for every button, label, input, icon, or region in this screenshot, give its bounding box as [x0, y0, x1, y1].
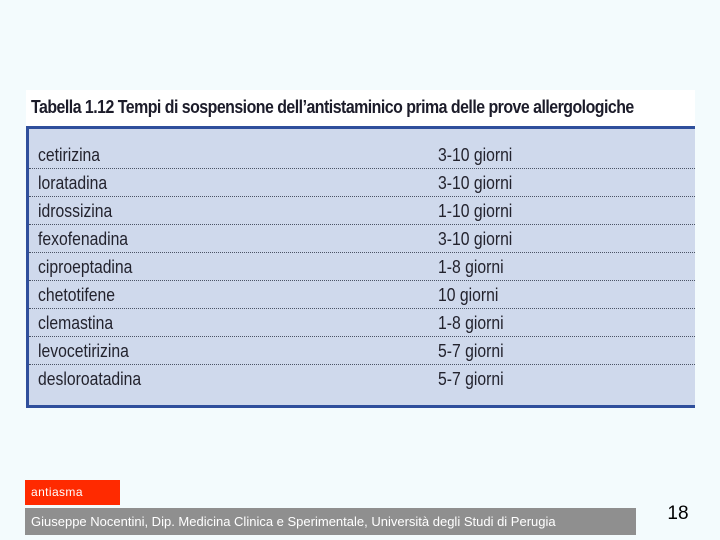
table-row: cetirizina 3-10 giorni: [29, 141, 695, 169]
suspension-time: 3-10 giorni: [438, 144, 513, 165]
suspension-time: 10 giorni: [438, 284, 499, 305]
suspension-time: 5-7 giorni: [438, 340, 504, 361]
table-row: clemastina 1-8 giorni: [29, 309, 695, 337]
table-row: levocetirizina 5-7 giorni: [29, 337, 695, 365]
footer-text: Giuseppe Nocentini, Dip. Medicina Clinic…: [31, 514, 556, 529]
table-row: desloroatadina 5-7 giorni: [29, 365, 695, 393]
table-row: fexofenadina 3-10 giorni: [29, 225, 695, 253]
suspension-time: 3-10 giorni: [438, 228, 513, 249]
table-row: idrossizina 1-10 giorni: [29, 197, 695, 225]
drug-name: levocetirizina: [38, 340, 129, 361]
table-title: Tabella 1.12 Tempi di sospensione dell’a…: [31, 96, 634, 117]
antiasma-tag-label: antiasma: [31, 485, 83, 499]
drug-name: fexofenadina: [38, 228, 129, 249]
page-number: 18: [667, 503, 689, 524]
drug-name: idrossizina: [38, 200, 113, 221]
suspension-time: 1-8 giorni: [438, 256, 504, 277]
suspension-time: 1-8 giorni: [438, 312, 504, 333]
table-row: chetotifene 10 giorni: [29, 281, 695, 309]
drug-name: loratadina: [38, 172, 108, 193]
drug-name: desloroatadina: [38, 368, 142, 389]
drug-name: ciproeptadina: [38, 256, 133, 277]
drug-name: chetotifene: [38, 284, 115, 305]
suspension-time: 1-10 giorni: [438, 200, 513, 221]
drug-name: cetirizina: [38, 144, 101, 165]
table-rows: cetirizina 3-10 giorni loratadina 3-10 g…: [29, 141, 695, 393]
table-row: ciproeptadina 1-8 giorni: [29, 253, 695, 281]
antiasma-tag: antiasma: [25, 480, 120, 505]
table-box: cetirizina 3-10 giorni loratadina 3-10 g…: [26, 126, 695, 408]
table-figure: Tabella 1.12 Tempi di sospensione dell’a…: [26, 90, 695, 408]
suspension-time: 5-7 giorni: [438, 368, 504, 389]
drug-name: clemastina: [38, 312, 114, 333]
table-row: loratadina 3-10 giorni: [29, 169, 695, 197]
footer-bar: Giuseppe Nocentini, Dip. Medicina Clinic…: [25, 508, 636, 535]
suspension-time: 3-10 giorni: [438, 172, 513, 193]
